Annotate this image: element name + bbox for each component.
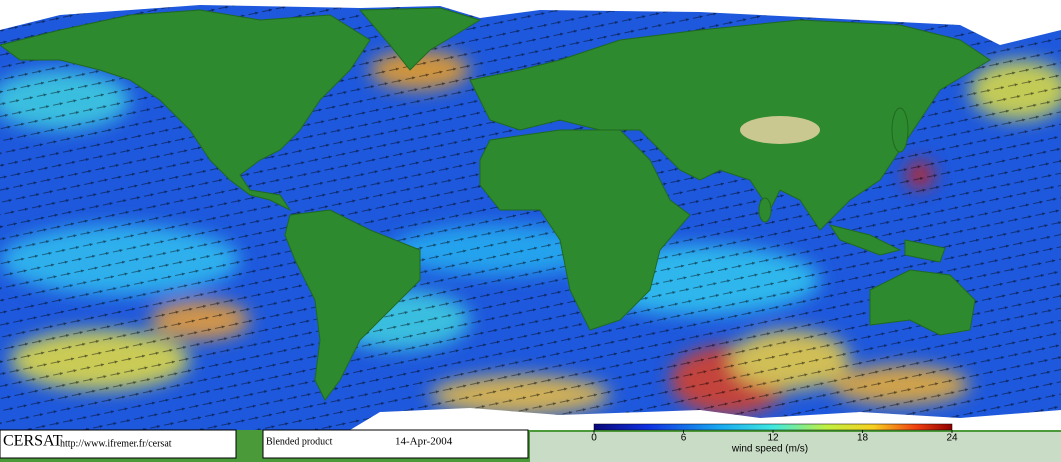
ice-shelf xyxy=(530,432,1061,462)
colorbar-label: wind speed (m/s) xyxy=(731,444,808,455)
product: Blended product xyxy=(266,436,333,447)
footer: CERSAT http://www.ifremer.fr/cersat Blen… xyxy=(0,429,529,459)
url: http://www.ifremer.fr/cersat xyxy=(60,438,172,449)
land xyxy=(0,7,991,401)
colorbar-tick-label: 6 xyxy=(681,433,687,444)
colorbar-tick-label: 12 xyxy=(767,433,779,444)
date: 14-Apr-2004 xyxy=(395,436,453,448)
plateau xyxy=(740,116,820,144)
colorbar: wind speed (m/s) 0 6 12 18 24 xyxy=(591,423,958,455)
colorbar-tick-label: 24 xyxy=(946,433,958,444)
logo: CERSAT xyxy=(3,433,63,450)
credit-box xyxy=(0,429,237,459)
colorbar-tick-label: 0 xyxy=(591,433,597,444)
colorbar-gradient xyxy=(593,423,953,431)
colorbar-tick-label: 18 xyxy=(857,433,869,444)
product-box xyxy=(262,429,529,459)
